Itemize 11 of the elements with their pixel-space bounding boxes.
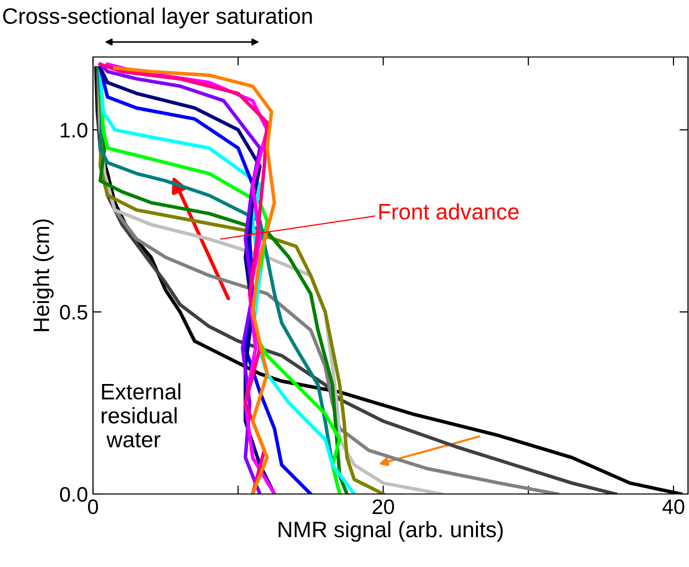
annotation: External residual water — [102, 383, 180, 448]
y-tick-label: 1.0 — [60, 122, 88, 138]
x-tick-label: 40 — [662, 499, 684, 514]
y-axis-title: Height (cm) — [32, 219, 54, 332]
x-tick-label: 20 — [372, 499, 394, 514]
text: Cross-sectional layer saturation — [3, 8, 312, 28]
x-tick-label: 0 — [88, 499, 98, 514]
x-axis-title: NMR signal (arb. units) — [278, 521, 503, 542]
y-tick-label: 0.0 — [60, 487, 88, 502]
y-tick-label: 0.5 — [60, 304, 88, 320]
annotation: Front advance — [379, 203, 519, 220]
